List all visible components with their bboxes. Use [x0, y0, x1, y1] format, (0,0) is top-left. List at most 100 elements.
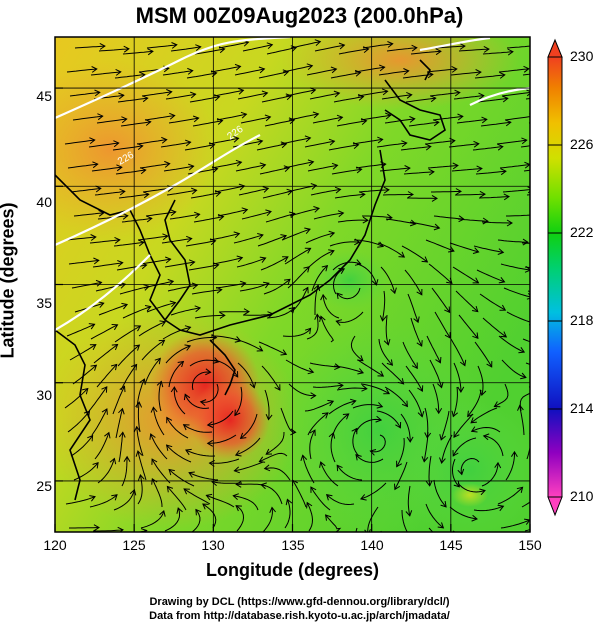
streamline [382, 194, 413, 196]
streamline [475, 170, 506, 175]
streamline-arrowhead [183, 488, 190, 495]
streamline-arrowhead [328, 138, 336, 146]
streamline-arrowhead [435, 48, 442, 56]
streamline-arrowhead [137, 474, 145, 481]
streamline-arrowhead [470, 417, 477, 424]
streamline [241, 211, 272, 220]
streamline-arrowhead [263, 464, 271, 472]
streamline-arrowhead [260, 482, 267, 490]
streamline [441, 434, 453, 464]
streamline-arrowhead [310, 183, 318, 190]
streamline [211, 161, 242, 169]
streamline-arrowhead [437, 522, 445, 529]
streamline [401, 509, 408, 532]
streamline [362, 215, 392, 219]
streamline-arrowhead [428, 168, 435, 176]
streamline [482, 317, 507, 338]
streamline-arrowhead [503, 193, 510, 201]
streamline [69, 91, 100, 97]
streamline [290, 287, 309, 313]
streamline [450, 71, 481, 76]
streamline-arrowhead [285, 93, 293, 101]
streamline [376, 410, 401, 429]
streamline-arrowhead [383, 388, 391, 395]
streamline [98, 48, 129, 52]
streamline [280, 137, 311, 145]
streamline-arrowhead [147, 48, 154, 56]
streamline-arrowhead [454, 89, 461, 97]
streamline-arrowhead [526, 89, 530, 97]
streamline [194, 314, 225, 319]
streamline-arrowhead [482, 217, 489, 225]
streamline [141, 91, 172, 97]
streamline-arrowhead [131, 363, 138, 371]
streamline [113, 489, 135, 511]
streamline [522, 73, 530, 76]
streamline [474, 341, 493, 368]
y-tick-label: 40 [36, 194, 52, 210]
streamline-arrowhead [314, 39, 322, 46]
streamline [144, 358, 161, 385]
streamline [265, 213, 295, 223]
streamline [214, 185, 245, 193]
streamline [455, 193, 486, 196]
streamline [150, 433, 168, 460]
streamline-arrowhead [403, 68, 410, 75]
streamline [367, 506, 379, 532]
streamline-arrowhead [118, 431, 126, 438]
streamline-arrowhead [521, 137, 528, 145]
streamline [235, 437, 261, 456]
streamline-arrowhead [433, 119, 440, 127]
streamline [308, 250, 335, 268]
streamline [333, 96, 364, 103]
streamline [236, 257, 266, 268]
streamline-arrowhead [471, 514, 478, 522]
streamline [526, 445, 530, 460]
streamline [521, 501, 530, 508]
streamline-arrowhead [497, 248, 505, 255]
streamline [93, 529, 124, 532]
streamline [304, 140, 335, 148]
streamline-arrowhead [411, 362, 418, 370]
streamline-arrowhead [494, 461, 502, 469]
streamline [112, 386, 125, 415]
streamline [523, 169, 530, 172]
streamline [258, 341, 287, 355]
streamline [458, 314, 479, 339]
streamline [163, 165, 194, 172]
streamline [233, 495, 259, 511]
colorbar-tick-label: 230 [570, 48, 594, 64]
streamline-arrowhead [259, 162, 267, 170]
streamline [400, 146, 431, 151]
streamline-arrowhead [239, 432, 247, 440]
streamline-arrowhead [444, 306, 451, 314]
streamline-arrowhead [430, 95, 437, 103]
streamline-arrowhead [541, 490, 547, 496]
streamline-arrowhead [481, 116, 488, 124]
streamline-arrowhead [211, 479, 218, 486]
streamline [320, 461, 339, 487]
streamline-arrowhead [375, 415, 383, 423]
streamline-arrowhead [304, 227, 311, 235]
streamline [290, 41, 321, 49]
streamline-arrowhead [401, 400, 408, 408]
streamline [265, 431, 285, 455]
streamline-arrowhead [194, 211, 201, 219]
streamline [186, 72, 217, 79]
streamline-arrowhead [269, 506, 276, 513]
streamline-arrowhead [406, 436, 414, 443]
streamline-arrowhead [507, 48, 514, 56]
streamline-arrowhead [355, 453, 362, 461]
streamline-arrowhead [176, 507, 183, 514]
streamline [140, 510, 165, 529]
streamline-arrowhead [300, 454, 308, 462]
streamline [114, 74, 145, 79]
streamline-arrowhead [452, 450, 459, 457]
streamline [67, 410, 90, 433]
streamline [91, 166, 122, 172]
streamline-arrowhead [113, 140, 120, 148]
streamline-arrowhead [205, 493, 213, 501]
streamline [208, 137, 239, 145]
streamline [450, 338, 466, 366]
streamline [190, 192, 221, 199]
